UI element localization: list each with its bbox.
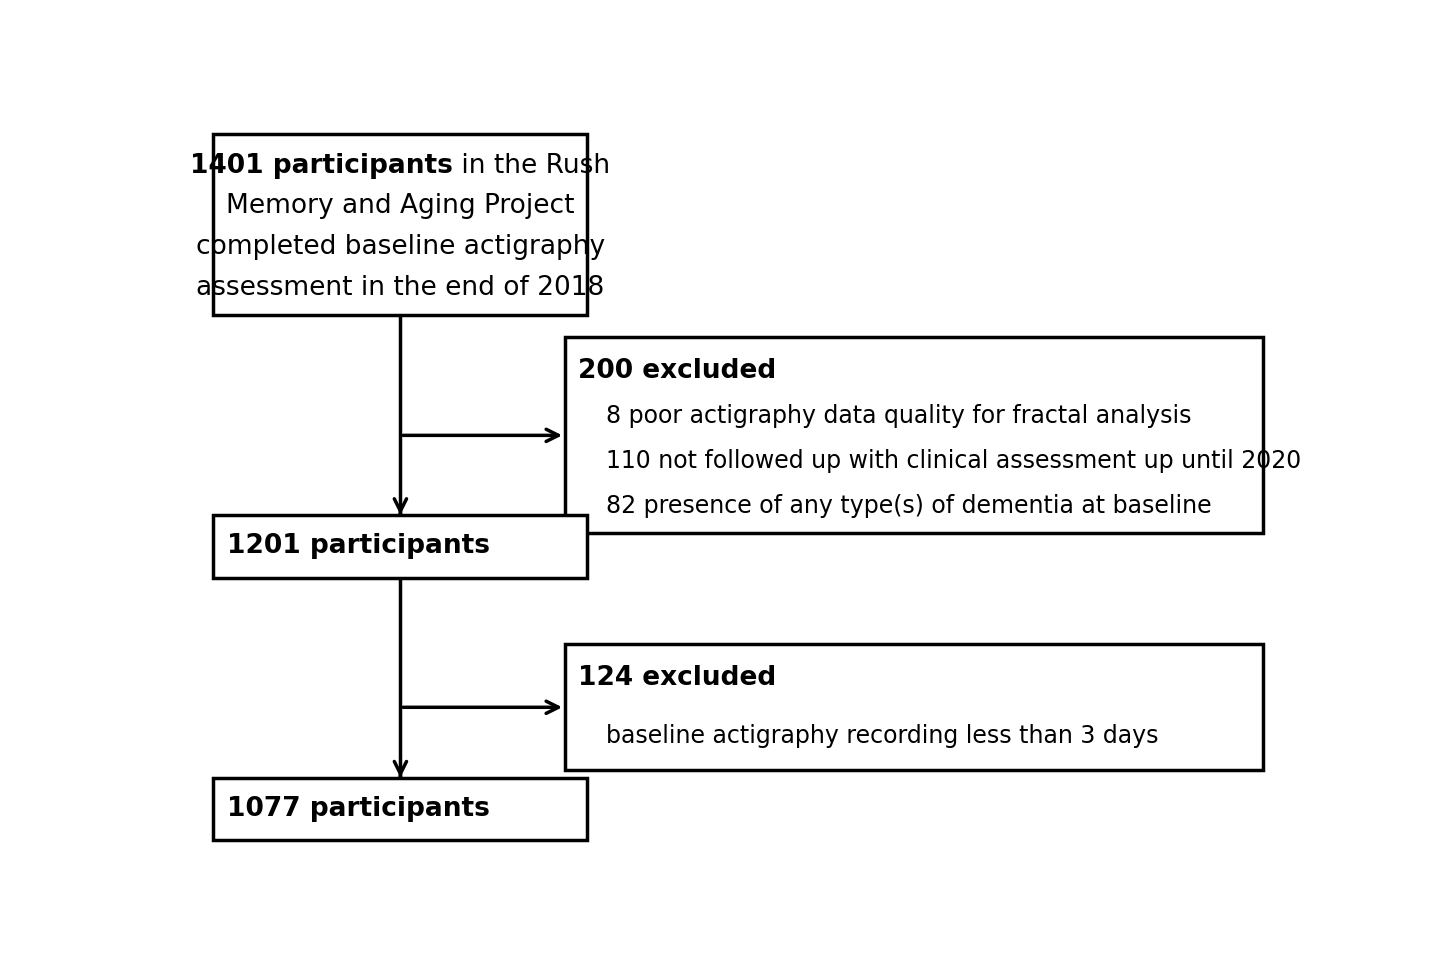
Text: baseline actigraphy recording less than 3 days: baseline actigraphy recording less than … xyxy=(606,725,1159,749)
Text: Memory and Aging Project: Memory and Aging Project xyxy=(226,193,575,219)
Text: 110 not followed up with clinical assessment up until 2020: 110 not followed up with clinical assess… xyxy=(606,449,1302,473)
Bar xyxy=(564,337,1263,533)
Text: 1401 participants: 1401 participants xyxy=(190,153,454,179)
Text: 8 poor actigraphy data quality for fractal analysis: 8 poor actigraphy data quality for fract… xyxy=(606,404,1192,428)
Bar xyxy=(213,515,588,578)
Text: assessment in the end of 2018: assessment in the end of 2018 xyxy=(196,275,605,301)
Text: 200 excluded: 200 excluded xyxy=(579,357,776,383)
Bar xyxy=(213,134,588,315)
Text: 82 presence of any type(s) of dementia at baseline: 82 presence of any type(s) of dementia a… xyxy=(606,494,1212,518)
Bar xyxy=(564,645,1263,770)
Text: completed baseline actigraphy: completed baseline actigraphy xyxy=(196,234,605,260)
Text: 124 excluded: 124 excluded xyxy=(579,665,776,691)
Text: 1077 participants: 1077 participants xyxy=(228,796,490,822)
Text: in the Rush: in the Rush xyxy=(454,153,611,179)
Text: 1201 participants: 1201 participants xyxy=(228,533,490,559)
Bar xyxy=(213,777,588,841)
